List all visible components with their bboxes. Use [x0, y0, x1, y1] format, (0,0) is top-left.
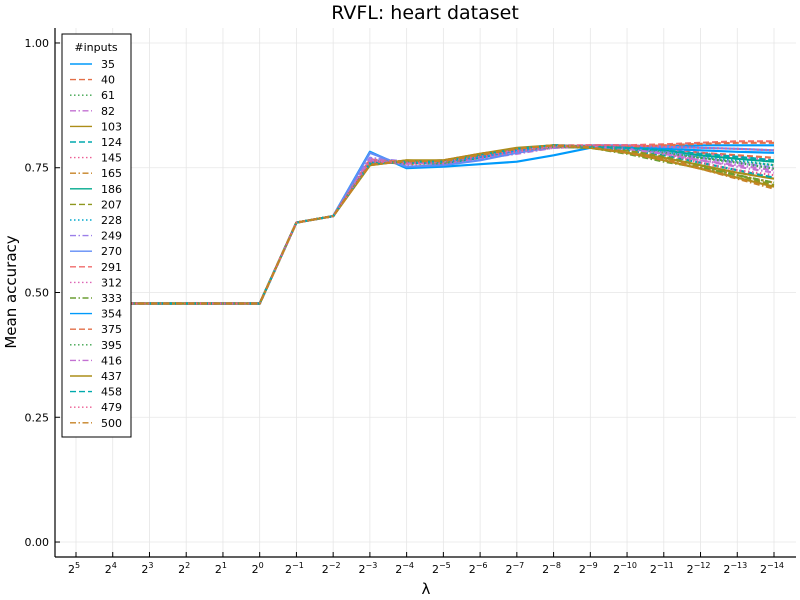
legend-label: 416 [101, 354, 122, 367]
x-tick-label: 2−13 [723, 561, 747, 576]
legend-label: 82 [101, 105, 115, 118]
x-tick-label: 24 [105, 561, 117, 576]
y-tick-label: 1.00 [25, 37, 50, 50]
series-line-61 [76, 144, 775, 305]
legend-label: 291 [101, 261, 122, 274]
legend-label: 207 [101, 198, 122, 211]
legend-label: 145 [101, 152, 122, 165]
x-tick-label: 2−4 [395, 561, 414, 576]
x-tick-label: 2−10 [613, 561, 637, 576]
x-tick-label: 2−12 [687, 561, 711, 576]
x-axis-label: λ [422, 580, 431, 598]
series-line-416 [76, 145, 775, 305]
series-line-124 [76, 145, 775, 305]
series-line-228 [76, 145, 775, 305]
chart-title: RVFL: heart dataset [331, 2, 519, 24]
series-line-437 [76, 144, 775, 305]
x-tick-label: 2−14 [760, 561, 784, 576]
legend-label: 124 [101, 136, 122, 149]
x-tick-label: 2−7 [505, 561, 524, 576]
x-tick-label: 23 [141, 561, 153, 576]
y-tick-label: 0.50 [25, 287, 50, 300]
x-tick-label: 25 [68, 561, 80, 576]
legend-label: 458 [101, 386, 122, 399]
x-tick-label: 2−9 [579, 561, 598, 576]
series-line-333 [76, 145, 775, 305]
series-line-165 [76, 144, 775, 305]
legend-label: 500 [101, 417, 122, 430]
series-line-145 [76, 145, 775, 305]
x-tick-label: 2−5 [432, 561, 451, 576]
x-tick-label: 2−1 [285, 561, 304, 576]
series-line-458 [76, 144, 775, 305]
x-tick-label: 21 [215, 561, 227, 576]
legend-title: #inputs [74, 41, 118, 54]
x-tick-label: 2−8 [542, 561, 561, 576]
legend-label: 333 [101, 292, 122, 305]
series-line-207 [76, 144, 775, 305]
series-line-186 [76, 144, 775, 305]
legend-label: 35 [101, 58, 115, 71]
x-tick-label: 2−2 [322, 561, 341, 576]
y-tick-label: 0.75 [25, 162, 50, 175]
series-line-40 [76, 144, 775, 305]
legend-label: 395 [101, 339, 122, 352]
legend-label: 40 [101, 74, 115, 87]
x-tick-label: 2−3 [358, 561, 377, 576]
series-line-312 [76, 145, 775, 305]
series-line-479 [76, 144, 775, 305]
legend-label: 249 [101, 230, 122, 243]
legend-label: 375 [101, 323, 122, 336]
legend-label: 270 [101, 245, 122, 258]
series-line-270 [76, 144, 775, 305]
x-tick-label: 20 [252, 561, 264, 576]
series-line-82 [76, 145, 775, 305]
legend-label: 479 [101, 401, 122, 414]
y-tick-label: 0.00 [25, 536, 50, 549]
series-line-395 [76, 144, 775, 305]
legend-label: 228 [101, 214, 122, 227]
series-layer [76, 140, 775, 305]
legend-label: 165 [101, 167, 122, 180]
series-line-500 [76, 144, 775, 305]
y-ticks: 0.00 0.25 0.50 0.75 1.00 [25, 37, 60, 549]
legend: #inputs 35 40 61 82 103 124 145 165 186 207 228 249… [61, 33, 132, 438]
y-tick-label: 0.25 [25, 411, 50, 424]
y-axis-label: Mean accuracy [2, 235, 20, 348]
series-line-249 [76, 145, 775, 305]
series-line-103 [76, 145, 775, 305]
x-tick-label: 2−11 [650, 561, 674, 576]
legend-label: 354 [101, 308, 122, 321]
grid [55, 28, 796, 557]
legend-label: 103 [101, 120, 122, 133]
legend-label: 312 [101, 276, 122, 289]
series-line-354 [76, 144, 775, 305]
x-tick-label: 2−6 [469, 561, 488, 576]
legend-label: 186 [101, 183, 122, 196]
x-tick-label: 22 [178, 561, 190, 576]
series-line-35 [76, 144, 774, 305]
x-ticks: 25 24 23 22 21 20 2−1 2−2 2−3 2−4 2−5 2−6 2−7 2−8 2−9 2… [68, 552, 784, 576]
legend-label: 61 [101, 89, 115, 102]
legend-label: 437 [101, 370, 122, 383]
